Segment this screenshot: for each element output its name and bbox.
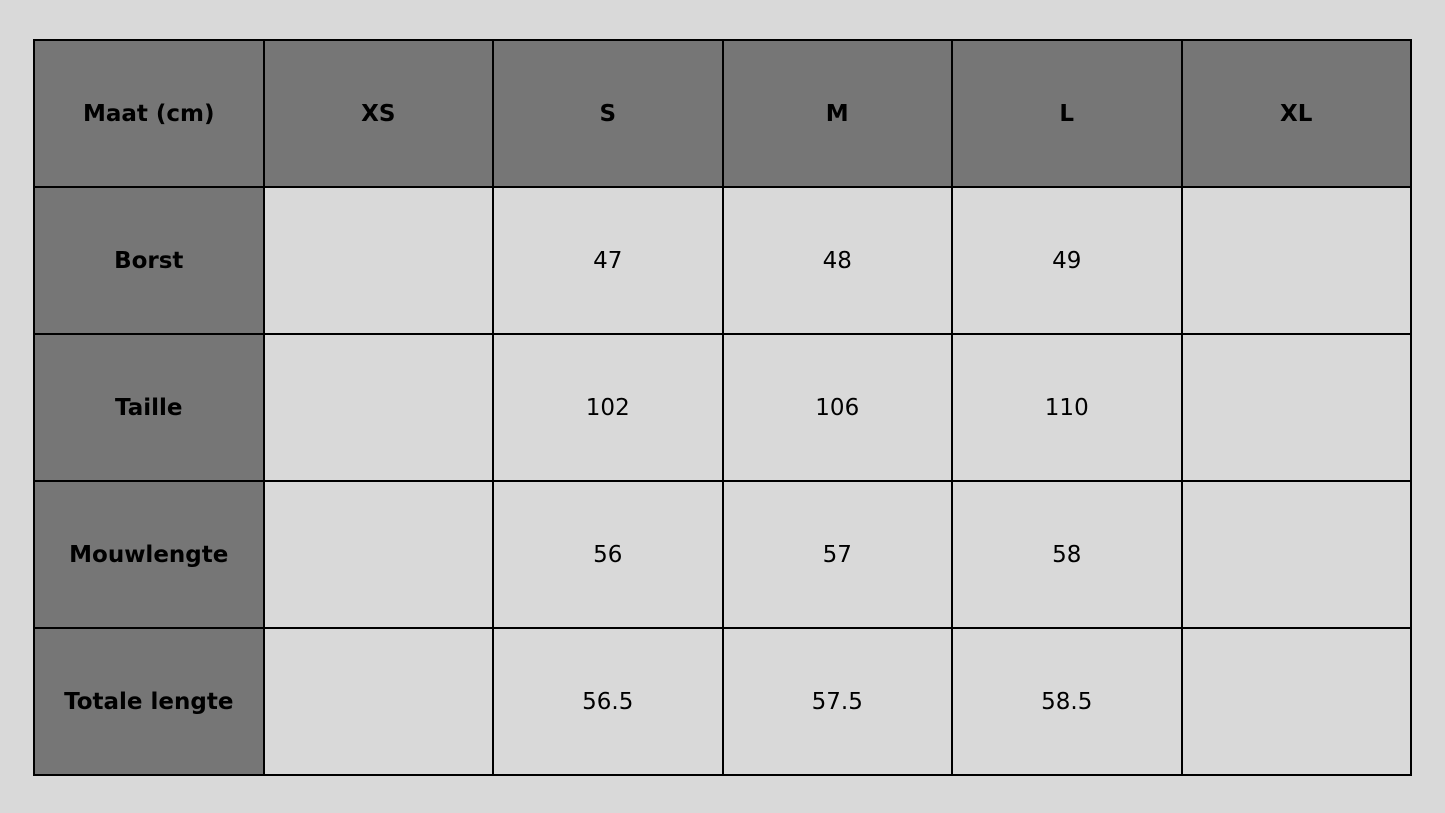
size-chart-table: Maat (cm) XS S M L XL Borst 47 48 49 Tai… (33, 39, 1412, 776)
row-header: Taille (33, 333, 265, 482)
table-cell: 102 (492, 333, 724, 482)
column-header-s: S (492, 39, 724, 188)
table-cell (1180, 627, 1412, 776)
corner-header: Maat (cm) (33, 39, 265, 188)
column-header-l: L (951, 39, 1183, 188)
table-row: Borst 47 48 49 (33, 186, 1412, 335)
table-cell (262, 627, 494, 776)
column-header-xs: XS (262, 39, 494, 188)
table-cell: 56.5 (492, 627, 724, 776)
table-cell: 110 (951, 333, 1183, 482)
table-cell: 49 (951, 186, 1183, 335)
row-header: Mouwlengte (33, 480, 265, 629)
table-cell (1180, 186, 1412, 335)
column-header-xl: XL (1180, 39, 1412, 188)
table-cell (262, 186, 494, 335)
table-cell (262, 480, 494, 629)
table-cell (262, 333, 494, 482)
table-cell (1180, 333, 1412, 482)
table-cell (1180, 480, 1412, 629)
table-row: Taille 102 106 110 (33, 333, 1412, 482)
table-cell: 47 (492, 186, 724, 335)
table-cell: 106 (721, 333, 953, 482)
table-cell: 57.5 (721, 627, 953, 776)
table-row: Mouwlengte 56 57 58 (33, 480, 1412, 629)
table-cell: 58.5 (951, 627, 1183, 776)
row-header: Borst (33, 186, 265, 335)
table-cell: 58 (951, 480, 1183, 629)
column-header-m: M (721, 39, 953, 188)
row-header: Totale lengte (33, 627, 265, 776)
header-row: Maat (cm) XS S M L XL (33, 39, 1412, 188)
table-row: Totale lengte 56.5 57.5 58.5 (33, 627, 1412, 776)
table-cell: 48 (721, 186, 953, 335)
table-cell: 56 (492, 480, 724, 629)
table-cell: 57 (721, 480, 953, 629)
